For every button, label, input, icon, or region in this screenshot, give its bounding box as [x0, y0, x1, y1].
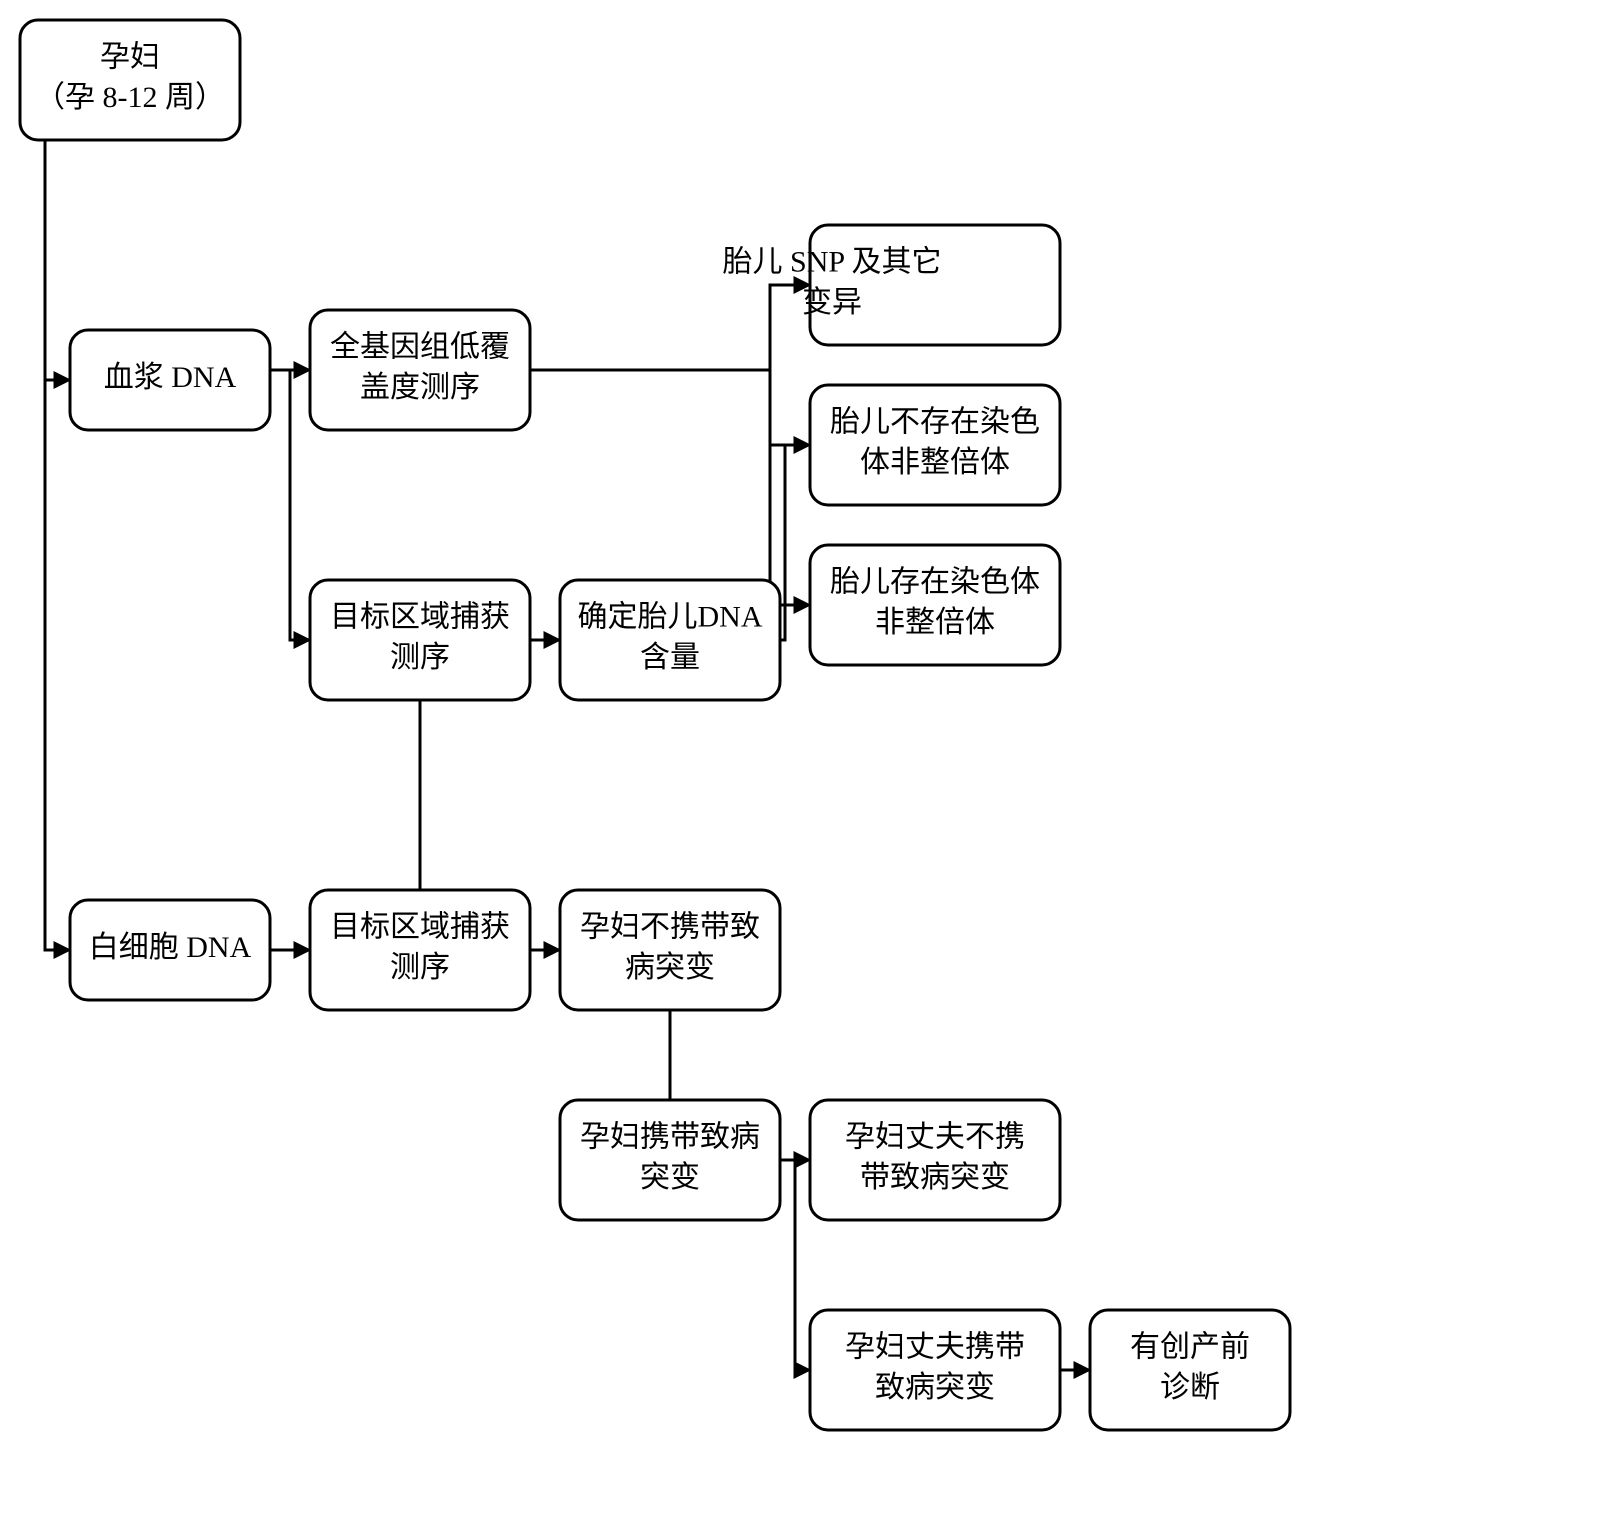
node-hus_mut-line0: 孕妇丈夫携带	[845, 1331, 1025, 1364]
node-capture2-line0: 目标区域捕获	[330, 911, 510, 944]
node-has_mut-line0: 孕妇携带致病	[580, 1121, 760, 1154]
edge-3	[290, 370, 310, 640]
node-capture1: 目标区域捕获测序	[310, 580, 530, 700]
node-invasive-line1: 诊断	[1160, 1371, 1220, 1404]
node-lowcov: 全基因组低覆盖度测序	[310, 310, 530, 430]
node-fetal_dna-line1: 含量	[640, 641, 700, 674]
node-aneu-line1: 非整倍体	[875, 606, 995, 639]
node-has_mut: 孕妇携带致病突变	[560, 1100, 780, 1220]
edge-11	[770, 445, 810, 605]
node-no_mut: 孕妇不携带致病突变	[560, 890, 780, 1010]
node-capture2-line1: 测序	[390, 951, 450, 984]
node-plasma: 血浆 DNA	[70, 330, 270, 430]
node-snp-line0: 胎儿 SNP 及其它	[723, 246, 942, 279]
node-invasive-line0: 有创产前	[1130, 1331, 1250, 1364]
edge-9	[770, 370, 810, 445]
node-wbc: 白细胞 DNA	[70, 900, 270, 1000]
node-no_aneu-line1: 体非整倍体	[860, 446, 1010, 479]
node-aneu-line0: 胎儿存在染色体	[830, 566, 1040, 599]
edge-1	[45, 380, 70, 950]
node-hus_no_mut-line0: 孕妇丈夫不携	[845, 1121, 1025, 1154]
node-capture1-line1: 测序	[390, 641, 450, 674]
node-no_mut-line0: 孕妇不携带致	[580, 911, 760, 944]
node-invasive: 有创产前诊断	[1090, 1310, 1290, 1430]
node-aneu: 胎儿存在染色体非整倍体	[810, 545, 1060, 665]
node-no_mut-line1: 病突变	[625, 951, 715, 984]
node-capture1-line0: 目标区域捕获	[330, 601, 510, 634]
node-start: 孕妇 （孕 8-12 周）	[20, 20, 240, 140]
node-hus_mut: 孕妇丈夫携带致病突变	[810, 1310, 1060, 1430]
flowchart-canvas: 孕妇 （孕 8-12 周） 血浆 DNA 全基因组低覆盖度测序 胎儿 SNP 及其它变异…	[0, 0, 1621, 1530]
node-fetal_dna: 确定胎儿DNA 含量	[560, 580, 780, 700]
node-has_mut-line1: 突变	[640, 1161, 700, 1194]
node-lowcov-line0: 全基因组低覆	[330, 331, 510, 364]
node-fetal_dna-line0: 确定胎儿DNA	[578, 601, 763, 634]
edge-8	[530, 285, 810, 370]
node-capture2: 目标区域捕获测序	[310, 890, 530, 1010]
node-start-line1: （孕 8-12 周）	[35, 81, 225, 114]
edge-14	[795, 1160, 810, 1370]
node-snp-line1: 变异	[802, 286, 862, 319]
node-start-line0: 孕妇	[100, 41, 160, 74]
node-lowcov-line1: 盖度测序	[360, 371, 480, 404]
node-plasma-line0: 血浆 DNA	[104, 361, 237, 394]
node-wbc-line0: 白细胞 DNA	[89, 931, 252, 964]
node-hus_mut-line1: 致病突变	[875, 1371, 995, 1404]
node-hus_no_mut: 孕妇丈夫不携带致病突变	[810, 1100, 1060, 1220]
node-no_aneu: 胎儿不存在染色体非整倍体	[810, 385, 1060, 505]
node-hus_no_mut-line1: 带致病突变	[860, 1161, 1010, 1194]
node-no_aneu-line0: 胎儿不存在染色	[830, 406, 1040, 439]
edge-0	[45, 140, 70, 380]
